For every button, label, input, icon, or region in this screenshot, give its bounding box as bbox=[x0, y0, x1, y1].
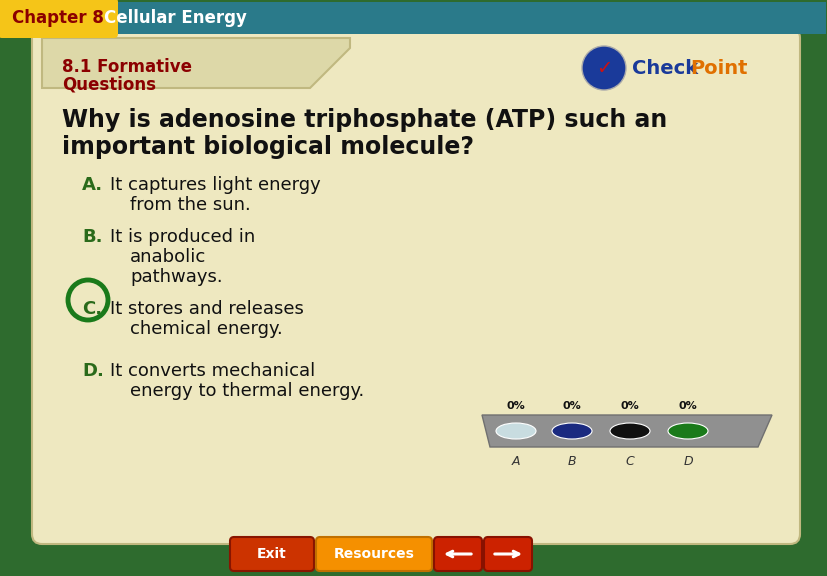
Circle shape bbox=[581, 46, 625, 90]
Text: ✓: ✓ bbox=[595, 59, 611, 78]
Text: C.: C. bbox=[82, 300, 102, 318]
Text: from the sun.: from the sun. bbox=[130, 196, 251, 214]
Text: It converts mechanical: It converts mechanical bbox=[110, 362, 315, 380]
Polygon shape bbox=[481, 415, 771, 447]
Ellipse shape bbox=[667, 423, 707, 439]
Text: Chapter 8: Chapter 8 bbox=[12, 9, 104, 27]
FancyBboxPatch shape bbox=[316, 537, 432, 571]
FancyBboxPatch shape bbox=[32, 28, 799, 544]
Text: Point: Point bbox=[689, 59, 747, 78]
Text: Questions: Questions bbox=[62, 76, 155, 94]
Text: anabolic: anabolic bbox=[130, 248, 206, 266]
Text: A: A bbox=[511, 455, 519, 468]
Text: 8.1 Formative: 8.1 Formative bbox=[62, 58, 192, 76]
FancyBboxPatch shape bbox=[105, 2, 825, 34]
Text: A.: A. bbox=[82, 176, 103, 194]
Text: pathways.: pathways. bbox=[130, 268, 222, 286]
Ellipse shape bbox=[552, 423, 591, 439]
FancyBboxPatch shape bbox=[484, 537, 532, 571]
Text: important biological molecule?: important biological molecule? bbox=[62, 135, 473, 159]
Text: Cellular Energy: Cellular Energy bbox=[103, 9, 246, 27]
FancyBboxPatch shape bbox=[230, 537, 313, 571]
Text: 0%: 0% bbox=[506, 401, 525, 411]
Text: Check: Check bbox=[631, 59, 697, 78]
Text: It captures light energy: It captures light energy bbox=[110, 176, 320, 194]
Text: B.: B. bbox=[82, 228, 103, 246]
Text: Exit: Exit bbox=[257, 547, 286, 561]
Polygon shape bbox=[42, 38, 350, 88]
Ellipse shape bbox=[495, 423, 535, 439]
Text: Why is adenosine triphosphate (ATP) such an: Why is adenosine triphosphate (ATP) such… bbox=[62, 108, 667, 132]
Text: energy to thermal energy.: energy to thermal energy. bbox=[130, 382, 364, 400]
Ellipse shape bbox=[609, 423, 649, 439]
Text: D.: D. bbox=[82, 362, 103, 380]
Text: B: B bbox=[567, 455, 576, 468]
Text: C: C bbox=[625, 455, 633, 468]
Text: D: D bbox=[682, 455, 692, 468]
Text: 0%: 0% bbox=[678, 401, 696, 411]
Text: 0%: 0% bbox=[562, 401, 581, 411]
FancyBboxPatch shape bbox=[0, 0, 118, 38]
Text: chemical energy.: chemical energy. bbox=[130, 320, 282, 338]
Text: Resources: Resources bbox=[333, 547, 414, 561]
Text: 0%: 0% bbox=[620, 401, 638, 411]
Text: It stores and releases: It stores and releases bbox=[110, 300, 304, 318]
FancyBboxPatch shape bbox=[433, 537, 481, 571]
Text: It is produced in: It is produced in bbox=[110, 228, 255, 246]
